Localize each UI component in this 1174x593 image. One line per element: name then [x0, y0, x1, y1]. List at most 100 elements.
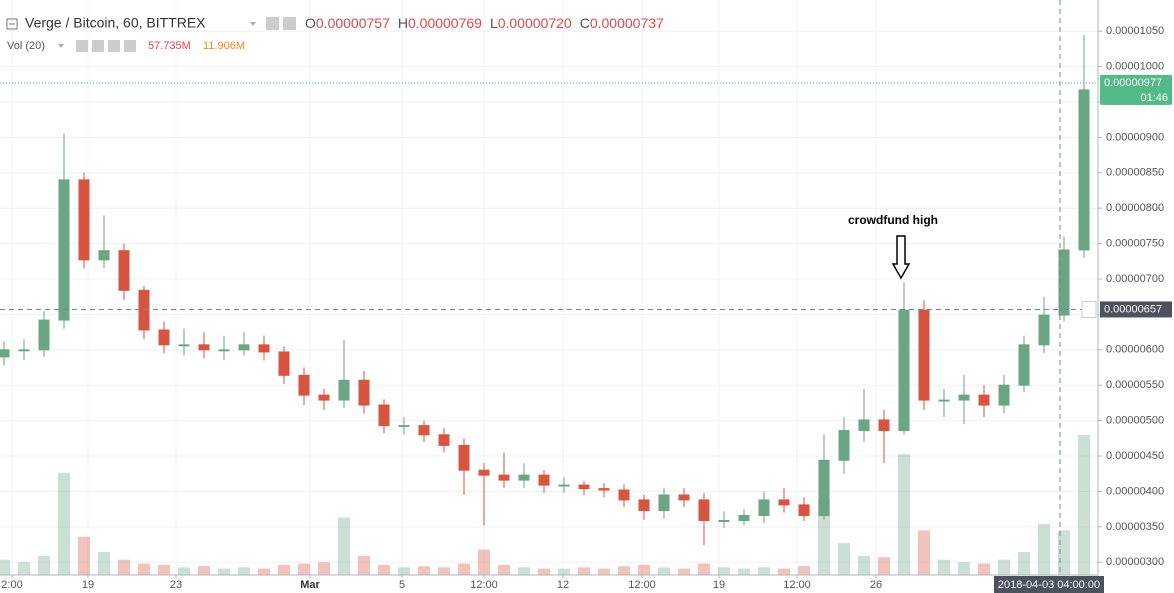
y-tick-label: 0.00000350	[1106, 521, 1164, 533]
x-tick-label: 12	[557, 579, 569, 591]
y-tick-label: 0.00000900	[1106, 131, 1164, 143]
symbol-title[interactable]: Verge / Bitcoin, 60, BITTREX	[25, 15, 206, 31]
candle-body	[218, 349, 230, 352]
ohlc-key: C	[580, 15, 590, 31]
x-tick-label: 23	[170, 579, 182, 591]
volume-bar	[1038, 524, 1050, 575]
countdown: 01:46	[1140, 92, 1168, 104]
volume-bar	[978, 563, 990, 575]
add-icon[interactable]	[108, 40, 120, 52]
candle-body	[1018, 344, 1030, 386]
crosshair-price-label: 0.00000657	[1104, 303, 1162, 315]
candle-body	[58, 179, 70, 321]
volume-bar	[58, 473, 70, 575]
volume-bar	[438, 567, 450, 575]
remove-icon[interactable]	[124, 40, 136, 52]
y-tick-label: 0.00000750	[1106, 238, 1164, 250]
volume-bar	[798, 566, 810, 575]
candle-body	[238, 344, 250, 351]
volume-bar	[398, 567, 410, 575]
candle-body	[1038, 314, 1050, 346]
candle-body	[378, 404, 390, 427]
volume-bar	[258, 568, 270, 575]
volume-bar	[318, 562, 330, 575]
candle-body	[1078, 89, 1090, 251]
grid	[0, 0, 1098, 575]
hide-icon[interactable]	[283, 17, 296, 30]
settings-icon[interactable]	[266, 17, 279, 30]
volume-bar	[918, 530, 930, 575]
candles	[0, 34, 1090, 546]
candle-body	[618, 489, 630, 501]
volume-bar	[778, 568, 790, 575]
hide-icon[interactable]	[92, 40, 104, 52]
dropdown-icon[interactable]	[250, 22, 256, 26]
volume-bar	[618, 566, 630, 575]
x-tick-label: Mar	[300, 579, 320, 591]
volume-bar	[698, 563, 710, 575]
candle-body	[498, 474, 510, 481]
settings-icon[interactable]	[76, 40, 88, 52]
volume-bar	[118, 559, 130, 575]
volume-bar	[178, 567, 190, 575]
volume-bar	[98, 552, 110, 575]
candle-body	[418, 425, 430, 436]
volume-bar	[378, 564, 390, 575]
candle-body	[198, 344, 210, 351]
candle-body	[78, 179, 90, 261]
volume-bar	[338, 517, 350, 575]
y-tick-label: 0.00000600	[1106, 344, 1164, 356]
candle-body	[278, 351, 290, 376]
candle-body	[918, 309, 930, 401]
candle-body	[938, 399, 950, 402]
ohlc-key: L	[490, 15, 498, 31]
collapse-icon[interactable]	[6, 18, 18, 30]
volume-bar	[818, 498, 830, 575]
candle-body	[158, 329, 170, 346]
ohlc-legend: O0.00000757 H0.00000769 L0.00000720 C0.0000…	[305, 15, 664, 31]
candle-body	[598, 488, 610, 491]
y-tick-label: 0.00000450	[1106, 450, 1164, 462]
volume-bar	[638, 564, 650, 575]
volume-bar	[418, 566, 430, 575]
volume-bar	[158, 564, 170, 575]
dropdown-icon[interactable]	[58, 44, 64, 48]
volume-bar	[458, 563, 470, 575]
candle-body	[678, 494, 690, 501]
candle-body	[1058, 249, 1070, 316]
crosshair-time-box	[994, 576, 1104, 593]
volume-bar	[1018, 552, 1030, 575]
volume-bar	[1058, 530, 1070, 575]
candle-body	[318, 394, 330, 401]
volume-bar	[558, 568, 570, 575]
volume-bar	[958, 562, 970, 575]
volume-bar	[578, 567, 590, 575]
candle-body	[478, 469, 490, 476]
candle-body	[98, 250, 110, 261]
candle-body	[438, 434, 450, 446]
candle-body	[178, 344, 190, 347]
candle-body	[758, 499, 770, 517]
x-tick-label: 19	[82, 579, 94, 591]
candle-body	[718, 519, 730, 522]
volume-bar	[838, 543, 850, 575]
candle-body	[958, 394, 970, 401]
candle-body	[398, 425, 410, 428]
y-tick-label: 0.00000550	[1106, 379, 1164, 391]
x-tick-label: 2:00	[1, 579, 22, 591]
candle-body	[978, 394, 990, 406]
annotation-arrow	[891, 235, 911, 280]
candle-body	[18, 349, 30, 352]
volume-bar	[358, 555, 370, 575]
candle-body	[558, 484, 570, 487]
volume-bar	[878, 557, 890, 575]
volume-bar	[138, 563, 150, 575]
ohlc-value: 0.00000720	[498, 15, 572, 31]
y-tick-label: 0.00000850	[1106, 167, 1164, 179]
crosshair-plus	[1081, 300, 1097, 318]
candle-body	[698, 499, 710, 521]
candle-body	[0, 349, 10, 358]
volume-bar	[658, 567, 670, 575]
volume-bar	[738, 568, 750, 575]
